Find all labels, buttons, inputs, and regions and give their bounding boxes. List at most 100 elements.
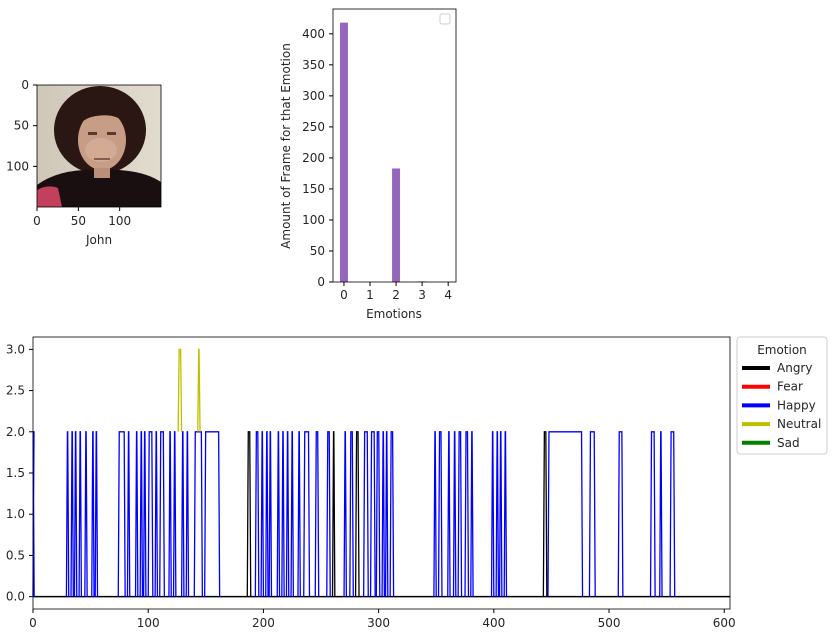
series-line-happy — [126, 431, 131, 597]
bar-xtick-label: 1 — [366, 288, 374, 302]
series-line-happy — [464, 431, 470, 597]
series-line-happy — [147, 431, 154, 597]
series-line-angry — [331, 431, 336, 597]
series-line-angry — [246, 431, 252, 597]
legend-label: Neutral — [777, 417, 821, 431]
series-line-happy — [185, 431, 190, 597]
series-line-happy — [134, 431, 139, 597]
line-ytick-label: 2.5 — [6, 384, 25, 398]
series-line-neutral — [197, 348, 201, 432]
series-line-happy — [268, 431, 273, 597]
image-subplot: 0 50 100 0 50 100 John — [6, 78, 162, 247]
series-line-happy — [73, 431, 78, 597]
line-ytick-label: 0.0 — [6, 590, 25, 604]
bar-ytick-label: 400 — [302, 27, 325, 41]
series-line-happy — [193, 431, 204, 597]
series-line-happy — [617, 431, 624, 597]
face-thumbnail-icon — [37, 85, 161, 207]
series-line-happy — [588, 431, 596, 597]
series-line-happy — [349, 431, 354, 597]
bar-subplot: 0 1 2 3 4 0 50 100 150 200 250 300 350 400 Emotions A… — [279, 8, 457, 321]
series-line-happy — [490, 431, 495, 597]
bar-ytick-label: 50 — [310, 244, 325, 258]
series-line-happy — [314, 431, 320, 597]
line-subplot: 0 100 200 300 400 500 600 0.0 0.5 1.0 1.5 2.0 2.5 3.0… — [6, 336, 828, 630]
series-line-neutral — [177, 348, 183, 432]
line-xtick-label: 0 — [29, 616, 37, 630]
line-xtick-label: 300 — [367, 616, 390, 630]
series-line-happy — [172, 431, 177, 597]
legend-label: Happy — [777, 398, 816, 412]
legend-label: Sad — [777, 436, 800, 450]
series-line-angry — [542, 431, 548, 597]
bar-xtick-label: 0 — [340, 288, 348, 302]
series-line-happy — [470, 431, 474, 597]
image-xtick-label: 100 — [108, 214, 131, 228]
series-line-happy — [503, 431, 508, 597]
legend-label: Fear — [777, 380, 803, 394]
bar-ytick-label: 250 — [302, 120, 325, 134]
series-line-happy — [384, 431, 389, 597]
series-line-happy — [281, 431, 285, 597]
series-line-happy — [437, 431, 443, 597]
series-line-happy — [32, 431, 35, 597]
series-line-happy — [659, 431, 663, 597]
line-ytick-label: 1.0 — [6, 507, 25, 521]
bar-ytick-label: 200 — [302, 151, 325, 165]
series-line-happy — [94, 431, 99, 597]
series-line-happy — [343, 431, 348, 597]
line-ytick-label: 0.5 — [6, 548, 25, 562]
series-line-happy — [495, 431, 500, 597]
series-line-happy — [362, 431, 369, 597]
series-line-happy — [159, 431, 165, 597]
series-line-happy — [369, 431, 376, 597]
series-line-happy — [452, 431, 457, 597]
legend: Emotion Angry Fear Happy Neutral Sad — [736, 336, 828, 455]
series-line-happy — [457, 431, 463, 597]
line-xtick-label: 400 — [482, 616, 505, 630]
image-axes-frame — [36, 84, 162, 208]
line-xtick-label: 100 — [137, 616, 160, 630]
series-line-happy — [326, 431, 331, 597]
series-line-happy — [290, 431, 295, 597]
bar-xtick-label: 2 — [392, 288, 400, 302]
bar-xtick-label: 3 — [418, 288, 426, 302]
series-line-angry — [354, 431, 360, 597]
bar-ylabel: Amount of Frame for that Emotion — [279, 43, 293, 249]
series-line-happy — [649, 431, 656, 597]
bar-ytick-label: 0 — [317, 275, 325, 289]
series-line-happy — [276, 431, 281, 597]
image-ytick-label: 0 — [21, 78, 29, 92]
series-line-happy — [204, 431, 221, 597]
image-xtick-label: 50 — [71, 214, 86, 228]
line-ytick-label: 3.0 — [6, 342, 25, 356]
series-line-happy — [303, 431, 311, 597]
series-line-happy — [297, 431, 301, 597]
bar-ytick-label: 300 — [302, 89, 325, 103]
series-line-happy — [70, 431, 74, 597]
image-ytick-label: 50 — [14, 119, 29, 133]
series-line-happy — [375, 431, 381, 597]
series-line-happy — [154, 431, 159, 597]
series-line-happy — [389, 431, 395, 597]
line-ytick-label: 1.5 — [6, 466, 25, 480]
image-xtick-label: 0 — [33, 214, 41, 228]
line-ytick-label: 2.0 — [6, 425, 25, 439]
series-line-happy — [433, 431, 437, 597]
line-xtick-label: 500 — [598, 616, 621, 630]
series-line-happy — [254, 431, 260, 597]
bar — [339, 22, 348, 283]
legend-title: Emotion — [757, 343, 807, 357]
series-line-happy — [669, 431, 676, 597]
series-line-happy — [168, 431, 172, 597]
series-line-happy — [285, 431, 290, 597]
series-line-happy — [117, 431, 126, 597]
line-xtick-label: 200 — [252, 616, 275, 630]
bar — [392, 168, 401, 282]
series-line-happy — [498, 431, 503, 597]
series-line-happy — [78, 431, 83, 597]
legend-label: Angry — [777, 361, 812, 375]
line-xtick-label: 600 — [713, 616, 736, 630]
series-line-happy — [65, 431, 70, 597]
